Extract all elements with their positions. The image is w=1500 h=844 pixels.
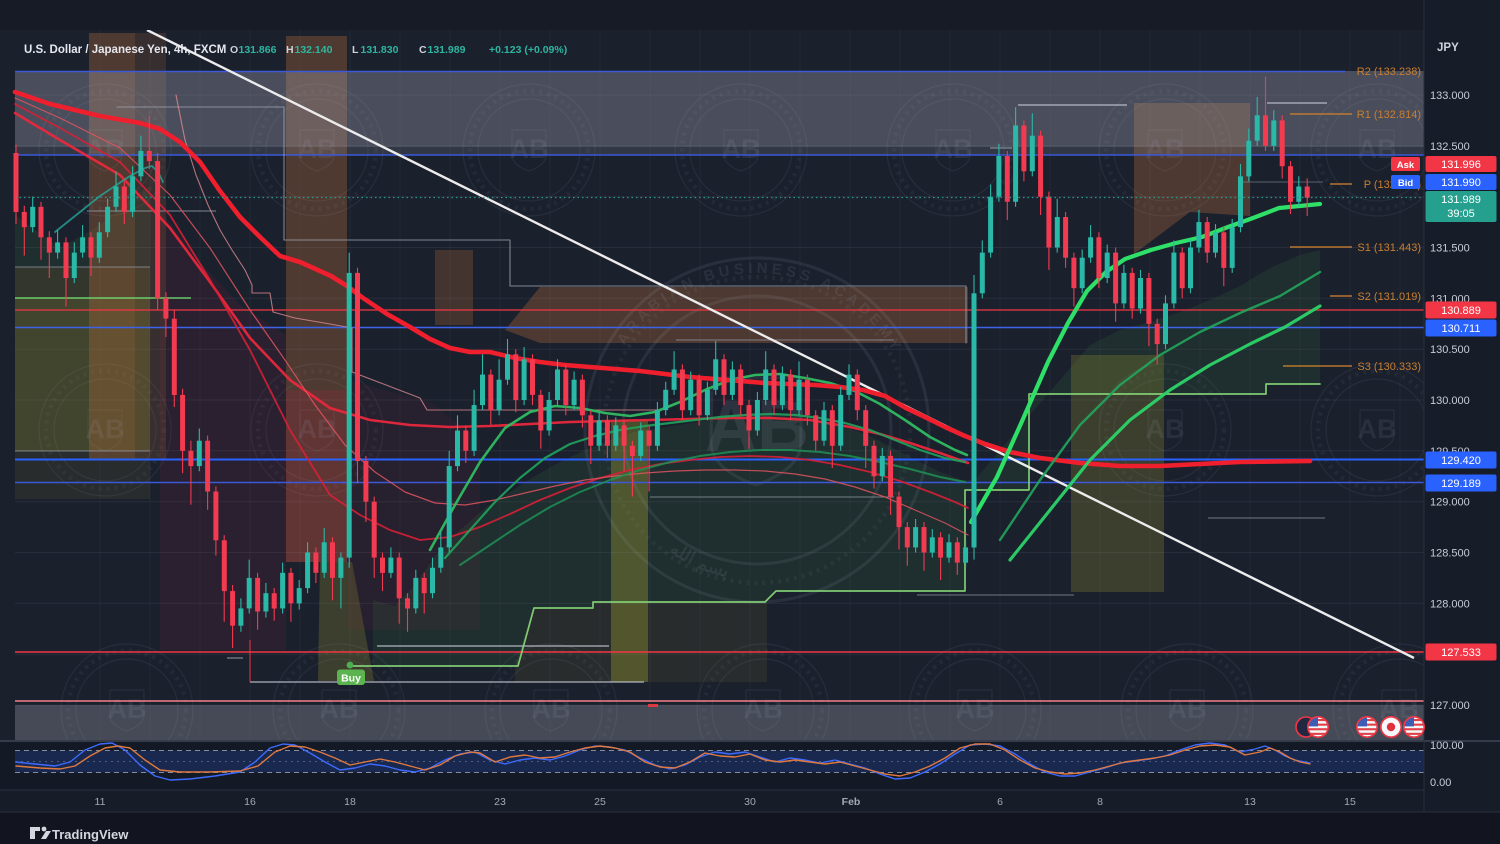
svg-text:AB: AB bbox=[86, 414, 125, 444]
svg-text:Bid: Bid bbox=[1398, 178, 1414, 189]
svg-text:AB: AB bbox=[956, 694, 995, 724]
svg-text:R2 (133.238): R2 (133.238) bbox=[1357, 66, 1421, 78]
svg-text:15: 15 bbox=[1344, 796, 1356, 808]
svg-text:AB: AB bbox=[298, 134, 337, 164]
svg-text:23: 23 bbox=[494, 796, 506, 808]
svg-text:AB: AB bbox=[722, 134, 761, 164]
svg-text:129.000: 129.000 bbox=[1430, 497, 1470, 509]
svg-text:0.00: 0.00 bbox=[1430, 777, 1451, 789]
svg-text:129.420: 129.420 bbox=[1441, 455, 1481, 467]
svg-text:131.500: 131.500 bbox=[1430, 243, 1470, 255]
svg-text:8: 8 bbox=[1097, 796, 1103, 808]
svg-text:AB: AB bbox=[934, 134, 973, 164]
svg-text:H: H bbox=[286, 44, 294, 56]
svg-text:6: 6 bbox=[997, 796, 1003, 808]
svg-text:131.996: 131.996 bbox=[1441, 159, 1481, 171]
svg-text:AB: AB bbox=[1358, 134, 1397, 164]
svg-text:AB: AB bbox=[1168, 694, 1207, 724]
svg-text:AB: AB bbox=[1146, 134, 1185, 164]
svg-text:S2 (131.019): S2 (131.019) bbox=[1357, 291, 1421, 303]
svg-text:AB: AB bbox=[510, 134, 549, 164]
svg-text:S3 (130.333): S3 (130.333) bbox=[1357, 361, 1421, 373]
svg-text:Buy: Buy bbox=[341, 673, 361, 685]
svg-text:127.533: 127.533 bbox=[1441, 647, 1481, 659]
svg-text:TradingView: TradingView bbox=[52, 827, 129, 842]
svg-text:AB: AB bbox=[108, 694, 147, 724]
svg-text:AB: AB bbox=[744, 694, 783, 724]
svg-text:18: 18 bbox=[344, 796, 356, 808]
svg-text:U.S. Dollar / Japanese Yen, 4h: U.S. Dollar / Japanese Yen, 4h, FXCM bbox=[24, 44, 226, 56]
svg-text:C: C bbox=[419, 44, 427, 56]
svg-text:128.500: 128.500 bbox=[1430, 548, 1470, 560]
svg-text:AB: AB bbox=[298, 414, 337, 444]
svg-text:133.000: 133.000 bbox=[1430, 90, 1470, 102]
svg-text:130.889: 130.889 bbox=[1441, 305, 1481, 317]
svg-text:13: 13 bbox=[1244, 796, 1256, 808]
svg-text:132.140: 132.140 bbox=[295, 44, 333, 56]
svg-text:128.000: 128.000 bbox=[1430, 598, 1470, 610]
svg-text:30: 30 bbox=[744, 796, 756, 808]
svg-text:R1 (132.814): R1 (132.814) bbox=[1357, 109, 1421, 121]
svg-text:Ask: Ask bbox=[1397, 160, 1415, 171]
svg-text:AB: AB bbox=[1358, 414, 1397, 444]
svg-text:130.500: 130.500 bbox=[1430, 344, 1470, 356]
svg-text:130.711: 130.711 bbox=[1442, 323, 1481, 335]
svg-text:39:05: 39:05 bbox=[1447, 208, 1475, 220]
svg-text:11: 11 bbox=[95, 796, 106, 808]
svg-text:131.990: 131.990 bbox=[1441, 177, 1481, 189]
svg-text:100.00: 100.00 bbox=[1430, 740, 1464, 752]
svg-text:O: O bbox=[230, 44, 238, 56]
svg-text:AB: AB bbox=[532, 694, 571, 724]
svg-text:127.000: 127.000 bbox=[1430, 700, 1470, 712]
svg-text:129.189: 129.189 bbox=[1441, 478, 1481, 490]
svg-text:AB: AB bbox=[1146, 414, 1185, 444]
svg-text:131.866: 131.866 bbox=[239, 44, 277, 56]
svg-text:132.500: 132.500 bbox=[1430, 141, 1470, 153]
svg-text:Feb: Feb bbox=[842, 796, 861, 808]
svg-text:L: L bbox=[352, 44, 359, 56]
svg-text:131.989: 131.989 bbox=[1441, 194, 1481, 206]
svg-text:131.989: 131.989 bbox=[428, 44, 466, 56]
svg-text:131.830: 131.830 bbox=[361, 44, 399, 56]
svg-text:AB: AB bbox=[320, 694, 359, 724]
svg-text:130.000: 130.000 bbox=[1430, 395, 1470, 407]
svg-text:16: 16 bbox=[244, 796, 256, 808]
svg-text:25: 25 bbox=[594, 796, 606, 808]
svg-text:+0.123 (+0.09%): +0.123 (+0.09%) bbox=[489, 44, 567, 56]
svg-text:S1 (131.443): S1 (131.443) bbox=[1357, 242, 1421, 254]
svg-text:JPY: JPY bbox=[1437, 42, 1459, 54]
